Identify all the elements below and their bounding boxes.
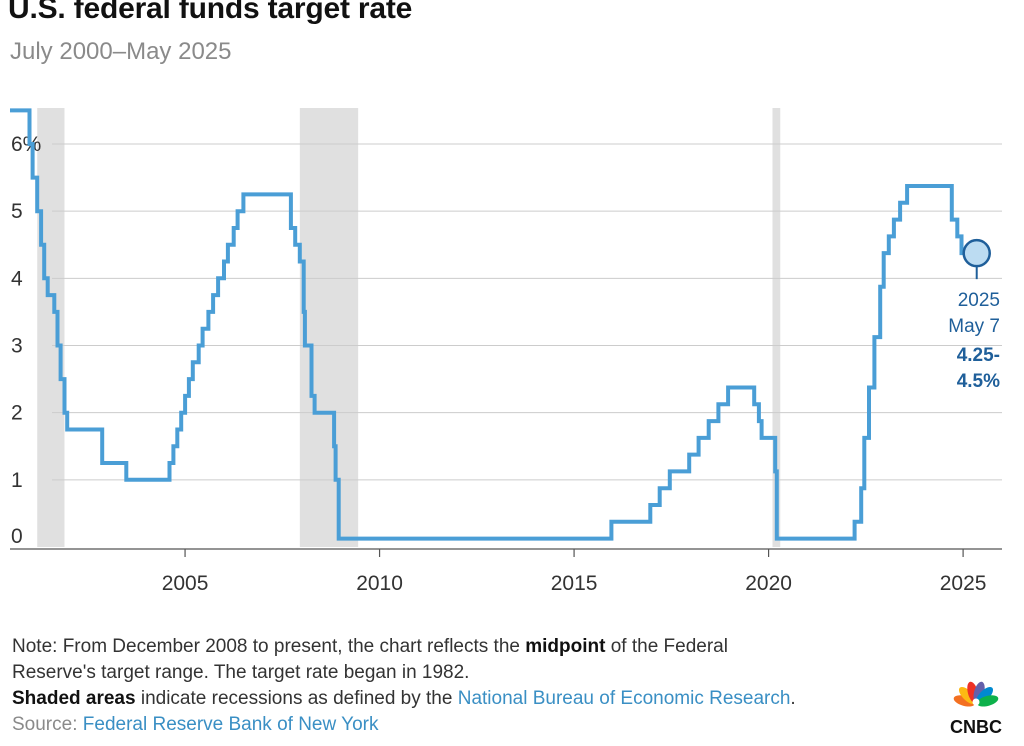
source-link[interactable]: Federal Reserve Bank of New York	[82, 714, 379, 735]
y-tick-label-0: 0	[11, 525, 23, 548]
callout-value-line2: 4.5%	[957, 371, 1000, 392]
recession-band-1	[37, 108, 65, 547]
callout-marker	[962, 238, 991, 268]
shaded-areas-end: .	[790, 688, 796, 709]
y-tick-label-6: 6%	[11, 133, 41, 156]
x-tick-label-2015: 2015	[551, 572, 598, 595]
line-chart: 0 1 2 3 4 5 6% 2005 2010 2015 2020 2025 2025 May 7…	[10, 108, 1002, 595]
recession-shading	[37, 108, 781, 547]
callout-value-line1: 4.25-	[957, 345, 1000, 366]
chart-subtitle: July 2000–May 2025	[10, 38, 232, 65]
cnbc-logo-text: CNBC	[950, 717, 1002, 736]
series-line-1	[10, 108, 977, 541]
source-label: Source:	[12, 714, 78, 735]
series-federal-funds-rate	[10, 108, 977, 541]
note-bold: midpoint	[525, 636, 606, 657]
note-suffix: of the Federal	[610, 636, 728, 657]
x-tick-label-2010: 2010	[356, 572, 403, 595]
shaded-areas-text: indicate recessions as defined by the	[140, 688, 453, 709]
x-tick-label-2025: 2025	[940, 572, 987, 595]
recession-band-3	[772, 108, 781, 547]
note-line-2: Reserve's target range. The target rate …	[12, 662, 470, 683]
footnote: Note: From December 2008 to present, the…	[12, 634, 796, 738]
y-tick-label-1: 1	[11, 469, 23, 492]
x-tick-label-2020: 2020	[745, 572, 792, 595]
latest-value-callout: 2025 May 7 4.25- 4.5%	[948, 238, 1000, 392]
y-tick-label-3: 3	[11, 335, 23, 358]
y-tick-label-5: 5	[11, 200, 23, 223]
y-gridlines	[10, 143, 1002, 550]
x-axis: 2005 2010 2015 2020 2025	[162, 549, 987, 595]
callout-year: 2025	[958, 290, 1000, 311]
chart-title: U.S. federal funds target rate	[8, 0, 413, 25]
note-prefix: Note: From December 2008 to present, the…	[12, 636, 520, 657]
callout-date: May 7	[948, 316, 1000, 337]
cnbc-logo: CNBC	[950, 681, 1002, 736]
shaded-areas-bold: Shaded areas	[12, 688, 136, 709]
recession-band-2	[299, 108, 359, 547]
nber-link[interactable]: National Bureau of Economic Research	[457, 688, 791, 709]
y-tick-label-2: 2	[11, 402, 23, 425]
y-tick-label-4: 4	[11, 267, 23, 290]
x-tick-label-2005: 2005	[162, 572, 209, 595]
